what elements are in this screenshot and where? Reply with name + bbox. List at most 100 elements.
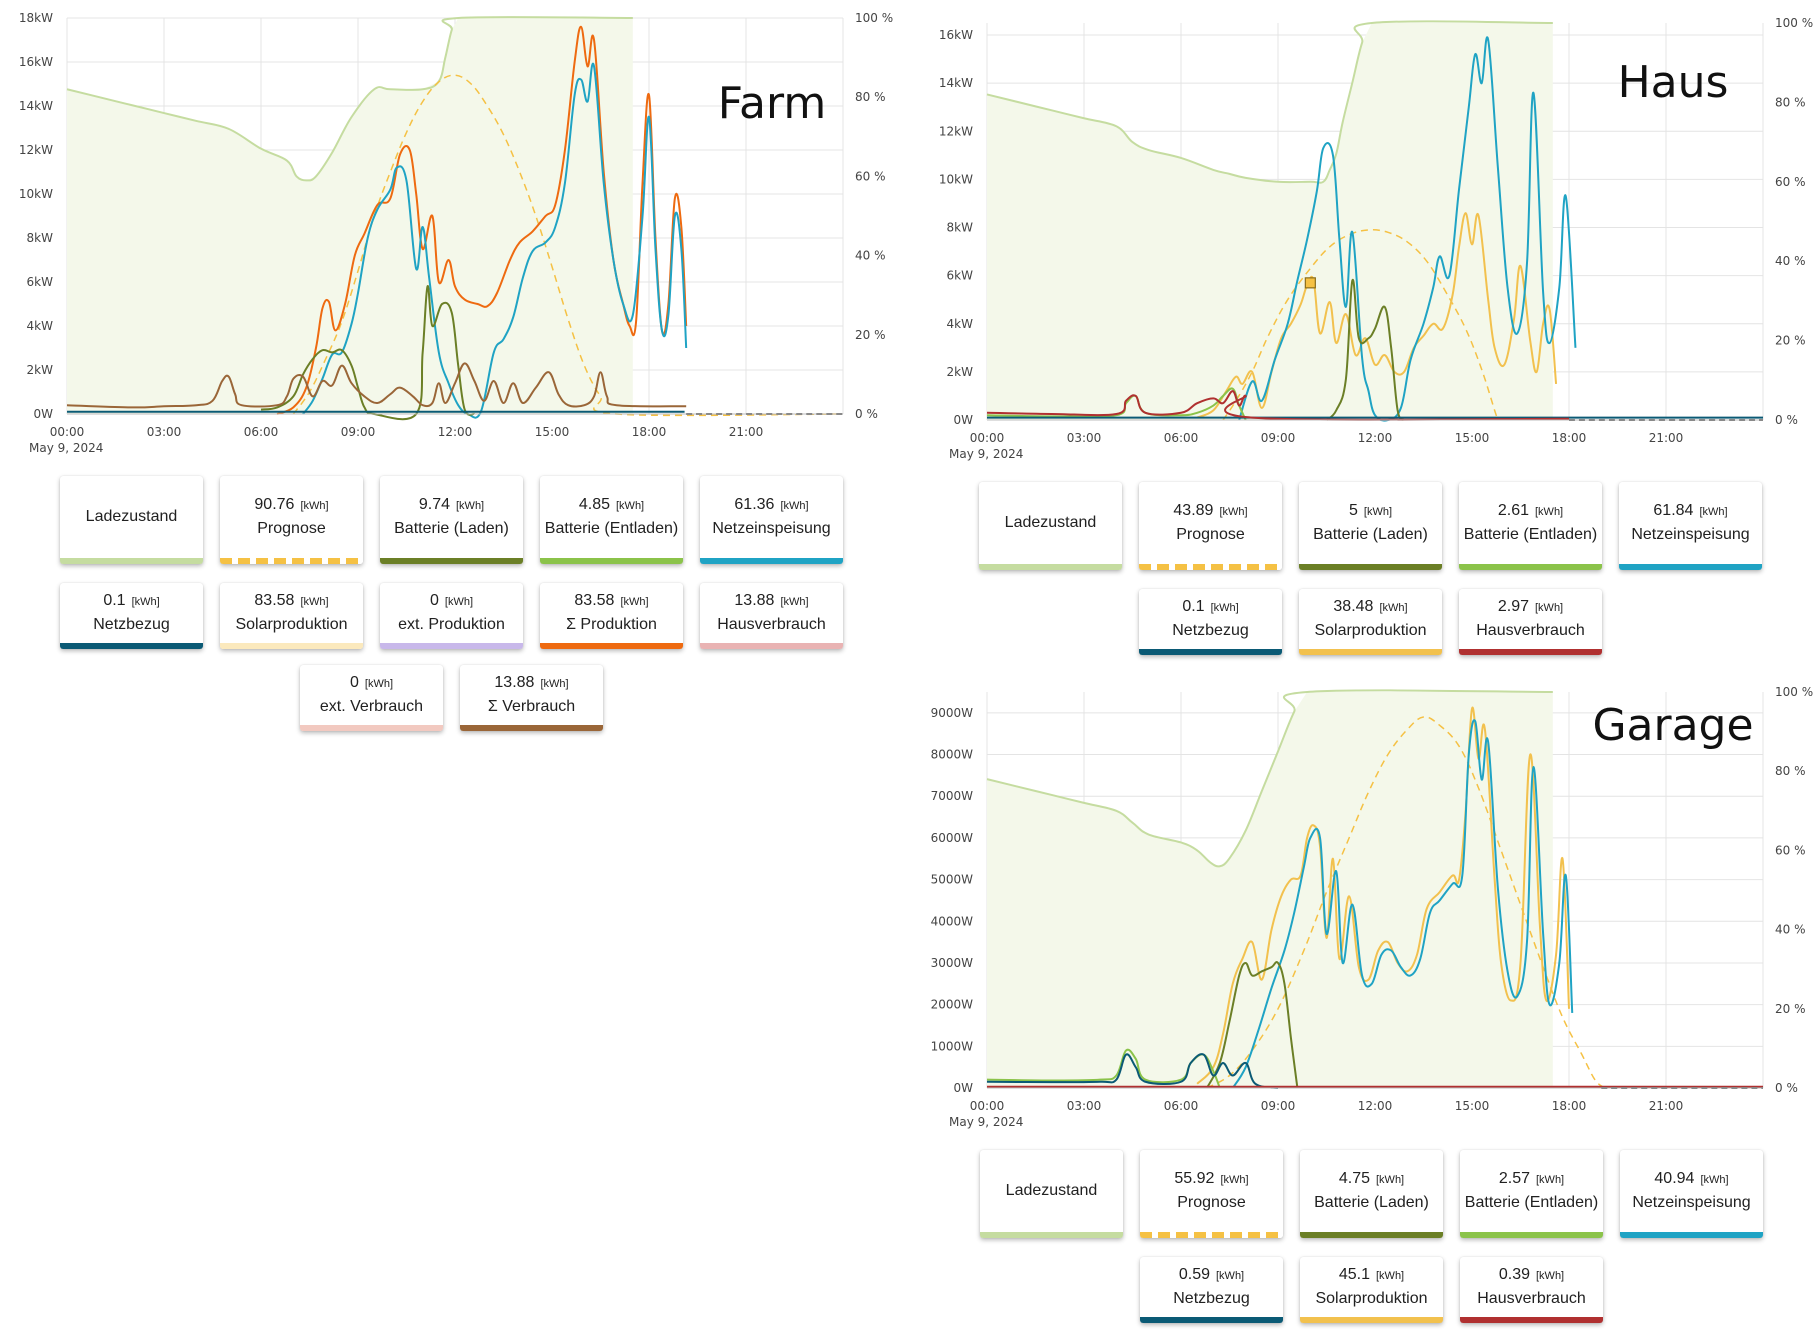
card-label: Netzbezug xyxy=(1173,1289,1250,1307)
x-tick-label: 15:00 xyxy=(1455,431,1490,445)
card-label: Ladezustand xyxy=(1005,1182,1098,1199)
card-value: 40.94 xyxy=(1654,1169,1695,1187)
netzeinspeisung-line xyxy=(1231,719,1574,1089)
y-tick-label: 14kW xyxy=(19,99,53,113)
card-color-bar xyxy=(60,558,203,564)
card-unit: [kWh] xyxy=(616,499,645,512)
card-unit: [kWh] xyxy=(1379,601,1408,614)
card-value-line: 90.76 [kWh] xyxy=(254,494,328,517)
card-prognose[interactable]: 43.89 [kWh] Prognose xyxy=(1139,482,1282,570)
card-label: Solarproduktion xyxy=(1314,621,1427,639)
summe-produktion-line xyxy=(276,25,688,415)
card-unit: [kWh] xyxy=(1536,1173,1565,1186)
y2-tick-label: 0 % xyxy=(1775,1081,1798,1095)
card-prognose[interactable]: 55.92 [kWh] Prognose xyxy=(1140,1150,1283,1238)
y-tick-label: 9000W xyxy=(931,706,974,720)
x-tick-label: 18:00 xyxy=(1552,1099,1587,1113)
y-tick-label: 10kW xyxy=(939,172,973,186)
card-batterie-laden[interactable]: 9.74 [kWh] Batterie (Laden) xyxy=(380,476,523,564)
card-value-line: 4.85 [kWh] xyxy=(579,494,644,517)
card-netzbezug[interactable]: 0.59 [kWh] Netzbezug xyxy=(1140,1257,1283,1323)
card-label: Batterie (Laden) xyxy=(1314,1193,1429,1211)
card-color-bar xyxy=(380,643,523,649)
y2-tick-label: 60 % xyxy=(1775,843,1806,857)
card-solarproduktion[interactable]: 45.1 [kWh] Solarproduktion xyxy=(1300,1257,1443,1323)
x-tick-label: 03:00 xyxy=(147,425,182,439)
card-unit: [kWh] xyxy=(131,595,160,608)
y-tick-label: 8kW xyxy=(27,231,54,245)
card-unit: [kWh] xyxy=(620,595,649,608)
soc-line xyxy=(986,20,1553,184)
card-batterie-laden[interactable]: 4.75 [kWh] Batterie (Laden) xyxy=(1300,1150,1443,1238)
card-value-line: 0.39 [kWh] xyxy=(1499,1264,1564,1287)
card-netzeinspeisung[interactable]: 61.36 [kWh] Netzeinspeisung xyxy=(700,476,843,564)
card-produktion[interactable]: 83.58 [kWh] Σ Produktion xyxy=(540,583,683,649)
card-unit: [kWh] xyxy=(1699,505,1728,518)
card-ladezustand[interactable]: Ladezustand xyxy=(979,482,1122,570)
card-netzeinspeisung[interactable]: 40.94 [kWh] Netzeinspeisung xyxy=(1620,1150,1763,1238)
card-batterie-entladen[interactable]: 2.57 [kWh] Batterie (Entladen) xyxy=(1460,1150,1603,1238)
card-ext-verbrauch[interactable]: 0 [kWh] ext. Verbrauch xyxy=(300,665,443,731)
card-label: Solarproduktion xyxy=(235,615,348,633)
y-tick-label: 0W xyxy=(954,1081,974,1095)
card-hausverbrauch[interactable]: 13.88 [kWh] Hausverbrauch xyxy=(700,583,843,649)
card-unit: [kWh] xyxy=(780,595,809,608)
card-value-line: 40.94 [kWh] xyxy=(1654,1168,1728,1191)
y-tick-label: 4000W xyxy=(931,914,974,928)
card-label: Batterie (Laden) xyxy=(1313,525,1428,543)
card-color-bar xyxy=(380,558,523,564)
card-value: 55.92 xyxy=(1174,1169,1215,1187)
card-color-bar xyxy=(1139,649,1282,655)
card-label: Prognose xyxy=(1176,525,1245,543)
card-label: Σ Produktion xyxy=(566,615,657,633)
card-value: 61.84 xyxy=(1653,501,1694,519)
y-tick-label: 6000W xyxy=(931,831,974,845)
card-netzeinspeisung[interactable]: 61.84 [kWh] Netzeinspeisung xyxy=(1619,482,1762,570)
y-tick-label: 18kW xyxy=(19,11,53,25)
card-unit: [kWh] xyxy=(1219,505,1248,518)
x-tick-label: 09:00 xyxy=(1261,1099,1296,1113)
card-batterie-laden[interactable]: 5 [kWh] Batterie (Laden) xyxy=(1299,482,1442,570)
card-color-bar xyxy=(979,564,1122,570)
x-tick-label: 06:00 xyxy=(1164,1099,1199,1113)
x-tick-label: 00:00 xyxy=(970,1099,1005,1113)
card-netzbezug[interactable]: 0.1 [kWh] Netzbezug xyxy=(1139,589,1282,655)
x-tick-label: 09:00 xyxy=(1261,431,1296,445)
card-solarproduktion[interactable]: 38.48 [kWh] Solarproduktion xyxy=(1299,589,1442,655)
card-verbrauch[interactable]: 13.88 [kWh] Σ Verbrauch xyxy=(460,665,603,731)
card-label: Netzeinspeisung xyxy=(1631,525,1750,543)
card-label: Netzbezug xyxy=(1172,621,1249,639)
x-tick-label: 18:00 xyxy=(632,425,667,439)
card-solarproduktion[interactable]: 83.58 [kWh] Solarproduktion xyxy=(220,583,363,649)
card-prognose[interactable]: 90.76 [kWh] Prognose xyxy=(220,476,363,564)
y2-tick-label: 0 % xyxy=(855,407,878,421)
x-tick-label: 21:00 xyxy=(1649,431,1684,445)
hausverbrauch-line xyxy=(986,390,1570,421)
y-tick-label: 0W xyxy=(34,407,54,421)
card-ladezustand[interactable]: Ladezustand xyxy=(60,476,203,564)
prognose-line xyxy=(1206,716,1606,1089)
card-batterie-entladen[interactable]: 4.85 [kWh] Batterie (Entladen) xyxy=(540,476,683,564)
y-tick-label: 1000W xyxy=(931,1039,974,1053)
y-tick-label: 2kW xyxy=(27,363,54,377)
card-hausverbrauch[interactable]: 2.97 [kWh] Hausverbrauch xyxy=(1459,589,1602,655)
card-color-bar xyxy=(1139,564,1282,570)
card-value-line: 2.61 [kWh] xyxy=(1498,500,1563,523)
card-netzbezug[interactable]: 0.1 [kWh] Netzbezug xyxy=(60,583,203,649)
card-batterie-entladen[interactable]: 2.61 [kWh] Batterie (Entladen) xyxy=(1459,482,1602,570)
card-value-line: 13.88 [kWh] xyxy=(734,590,808,613)
card-ladezustand[interactable]: Ladezustand xyxy=(980,1150,1123,1238)
card-hausverbrauch[interactable]: 0.39 [kWh] Hausverbrauch xyxy=(1460,1257,1603,1323)
prognose-marker[interactable] xyxy=(1304,277,1316,289)
chart-title: Farm xyxy=(718,78,826,129)
x-tick-label: 18:00 xyxy=(1552,431,1587,445)
card-label: Ladezustand xyxy=(1004,514,1097,531)
card-value: 2.97 xyxy=(1497,597,1529,615)
card-ext-produktion[interactable]: 0 [kWh] ext. Produktion xyxy=(380,583,523,649)
card-color-bar xyxy=(1300,1232,1443,1238)
x-tick-label: 03:00 xyxy=(1067,1099,1102,1113)
card-unit: [kWh] xyxy=(364,677,394,690)
card-value: 83.58 xyxy=(254,591,295,609)
y2-tick-label: 100 % xyxy=(1775,685,1813,699)
card-value: 38.48 xyxy=(1333,597,1374,615)
